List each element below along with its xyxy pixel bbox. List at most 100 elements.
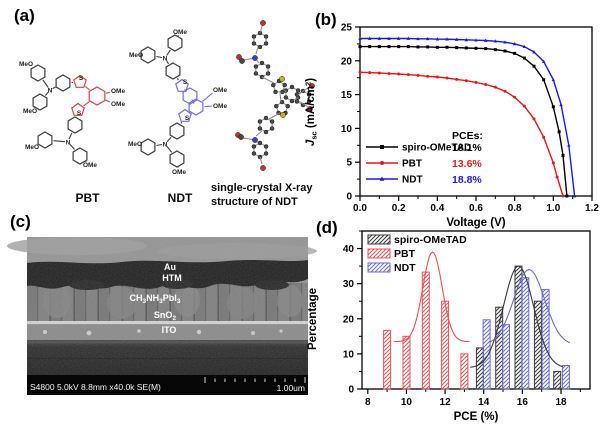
legend-label: NDT <box>402 175 423 186</box>
hist-fit-NDT <box>489 269 571 344</box>
ring <box>30 64 46 82</box>
x-tick-label: 8 <box>365 397 371 408</box>
data-marker <box>455 77 459 81</box>
legend-label: spiro-OMeTAD <box>394 234 467 246</box>
legend-swatch <box>367 262 391 273</box>
pce-value: 18.8% <box>452 174 482 186</box>
plot-frame <box>359 26 593 197</box>
legend-label: PBT <box>402 159 422 170</box>
hist-bar <box>421 271 430 390</box>
data-marker <box>397 72 401 76</box>
ring <box>271 78 287 95</box>
sem-scale-ruler <box>204 377 306 383</box>
pbt-n-atom-label: N <box>66 140 71 147</box>
ndt-xray-crystal-structure <box>235 20 315 171</box>
bond <box>166 60 169 65</box>
ring <box>169 122 185 140</box>
bond <box>255 46 259 55</box>
legend-label: PBT <box>394 248 416 260</box>
ring <box>283 84 301 104</box>
panel-label-d: (d) <box>316 218 338 237</box>
data-marker <box>445 76 449 80</box>
data-marker <box>406 45 410 49</box>
pce-histogram-chart: PCE (%) Percentage 8 10 12 14 16 18 0 10 20 30 40 s… <box>307 230 591 423</box>
data-marker <box>561 194 565 198</box>
ring <box>140 138 156 156</box>
hist-axes: 8 10 12 14 16 18 0 10 20 30 40 <box>343 230 591 408</box>
atom <box>307 106 313 112</box>
pbt-meo-label: MeO <box>25 144 39 151</box>
pbt-n-atom-label: N <box>48 88 53 95</box>
bond <box>297 86 310 96</box>
bond <box>180 121 183 124</box>
data-marker <box>445 45 449 49</box>
ring <box>188 98 204 116</box>
jv-legend: spiro-OMeTAD PBT NDT PCEs:18.1% 13.6% 18.8% <box>366 130 483 186</box>
bond <box>261 76 275 84</box>
jv-curve-line <box>360 45 568 197</box>
gaussian-fit-curve <box>470 265 564 368</box>
ndt-molecule-structure: OMe MeO OMe OMe MeO OMe N N S S <box>128 29 228 176</box>
pbt-s-atom-label: S <box>77 110 82 117</box>
atom <box>279 76 285 82</box>
ring <box>140 46 156 64</box>
data-marker <box>464 79 468 83</box>
bond <box>166 145 173 153</box>
data-marker <box>454 37 459 41</box>
ring <box>32 93 48 111</box>
data-marker <box>377 36 382 40</box>
hist-bar <box>533 300 542 390</box>
hist-bar <box>495 306 504 390</box>
hist-bar <box>482 319 491 390</box>
data-marker <box>367 36 372 40</box>
data-marker <box>542 78 546 82</box>
bond <box>259 156 263 165</box>
hist-bar <box>553 370 562 390</box>
data-marker <box>426 45 430 49</box>
sem-label-ito: ITO <box>162 325 177 335</box>
ring <box>67 116 83 134</box>
data-marker <box>541 59 546 63</box>
x-tick-label: 1.0 <box>546 203 560 214</box>
bond <box>298 100 309 108</box>
ndt-ome-label: OMe <box>172 169 186 176</box>
data-marker <box>426 74 430 78</box>
pbt-skeleton <box>30 64 111 165</box>
data-marker <box>464 46 468 50</box>
jv-curve-PBT <box>358 70 565 198</box>
ring <box>253 60 271 80</box>
panel-label-b: (b) <box>315 10 337 29</box>
atom <box>252 137 258 143</box>
x-tick-label: 0.8 <box>508 203 522 214</box>
atom <box>260 20 266 26</box>
data-marker <box>493 39 498 43</box>
bond <box>166 49 171 56</box>
hist-bar <box>460 353 469 390</box>
bond <box>268 112 281 120</box>
x-tick-label: 0.4 <box>430 203 444 214</box>
jv-curve-NDT <box>358 36 577 198</box>
xray-caption-line1: single-crystal X-ray <box>211 182 313 194</box>
data-marker <box>503 49 507 53</box>
ndt-ome-blue-label: OMe <box>213 103 227 110</box>
pbt-molecule-structure: MeO MeO MeO OMe OMe OMe N N S S <box>19 61 126 169</box>
data-marker <box>435 37 440 41</box>
data-marker <box>551 105 555 109</box>
bond <box>202 92 213 102</box>
ring <box>257 115 275 135</box>
data-marker <box>493 85 497 89</box>
bond <box>283 89 287 93</box>
y-tick-label: 0 <box>346 192 352 203</box>
data-marker <box>377 45 381 49</box>
hist-bar <box>541 289 550 390</box>
legend-label: NDT <box>394 262 416 274</box>
data-marker <box>551 161 555 165</box>
ring <box>251 30 269 50</box>
jv-axes: 0.0 0.2 0.4 0.6 0.8 1.0 1.2 0 5 10 15 20 25 <box>341 23 600 215</box>
xray-caption-line2: structure of NDT <box>211 195 298 208</box>
bond <box>279 92 282 103</box>
sem-status-text: S4800 5.0kV 8.8mm x40.0k SE(M) <box>30 382 161 392</box>
y-tick-label: 5 <box>346 158 352 169</box>
data-marker <box>406 36 411 40</box>
ring <box>274 99 290 116</box>
